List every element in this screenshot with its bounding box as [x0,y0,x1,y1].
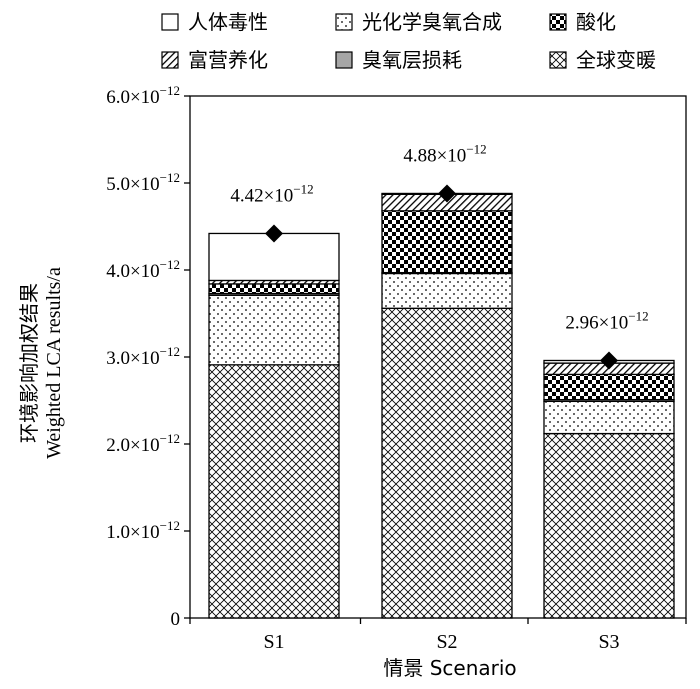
y-tick-label: 0 [171,609,181,630]
total-label: 4.88×10−12 [403,141,486,166]
total-annotations: 4.42×10−12 4.88×10−12 2.96×10−12 [230,141,648,333]
bars [208,192,675,619]
legend-label: 酸化 [576,10,616,34]
x-tick-label: S1 [263,631,284,653]
bar-segment [381,210,513,274]
legend-label: 富营养化 [188,48,268,72]
bar-segment [208,294,340,366]
legend-swatch [549,51,567,69]
y-tick-label: 6.0×10−12 [106,83,180,108]
y-tick-label: 4.0×10−12 [106,257,180,282]
y-axis-title-en: Weighted LCA results/a [43,267,65,459]
bar-segment [543,373,675,401]
bar-segment [543,400,675,435]
legend-label: 臭氧层损耗 [362,48,462,72]
total-marker [438,184,456,203]
y-tick-label: 3.0×10−12 [106,344,180,369]
y-axis-title-cn: 环境影响加权结果 [17,283,41,443]
legend-label: 光化学臭氧合成 [362,10,502,34]
x-tick-label: S3 [598,631,619,653]
bar-segment [208,283,340,295]
legend-swatch [335,51,353,69]
x-axis-title: 情景 Scenario [383,656,516,680]
y-tick-label: 5.0×10−12 [106,170,180,195]
bar-segment [208,364,340,619]
legend-label: 全球变暖 [576,48,656,72]
legend-swatch [161,51,179,69]
y-tick-label: 1.0×10−12 [106,518,180,543]
total-label: 2.96×10−12 [565,308,648,333]
x-tick-label: S2 [436,631,457,653]
legend-label: 人体毒性 [188,10,268,34]
total-marker [600,351,618,370]
bar-segment [381,272,513,309]
total-label: 4.42×10−12 [230,181,313,206]
y-axis: 0 1.0×10−12 2.0×10−12 3.0×10−12 4.0×10−12 5.0… [106,83,687,630]
legend-swatch [335,13,353,31]
x-axis: S1 S2 S3 [189,618,687,653]
total-markers [265,184,618,370]
legend-swatch [161,13,179,31]
legend-swatch [549,13,567,31]
bar-segment [381,307,513,619]
bar-segment [543,432,675,619]
y-tick-label: 2.0×10−12 [106,431,180,456]
total-marker [265,224,283,243]
